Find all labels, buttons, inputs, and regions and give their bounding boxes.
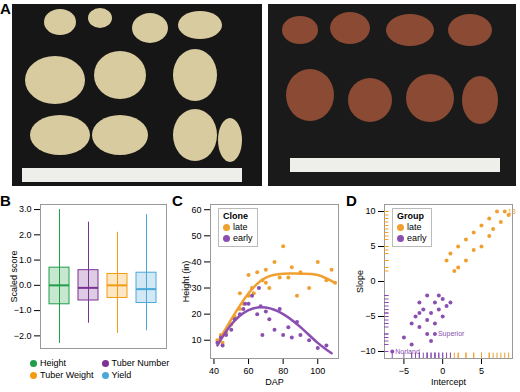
svg-text:−2.0: −2.0: [14, 331, 32, 341]
svg-text:Scaled score: Scaled score: [9, 250, 19, 302]
svg-text:Intercept: Intercept: [431, 377, 467, 387]
svg-text:5: 5: [370, 241, 375, 251]
html-text:Clone: Clone: [223, 211, 248, 221]
svg-text:10: 10: [365, 206, 375, 216]
svg-text:40: 40: [209, 366, 219, 376]
html-text:early: early: [233, 233, 253, 243]
svg-text:30: 30: [191, 283, 201, 293]
svg-text:Superior: Superior: [438, 330, 465, 338]
svg-text:Norland: Norland: [395, 348, 420, 355]
svg-text:−1.0: −1.0: [14, 305, 32, 315]
svg-text:−10: −10: [360, 346, 375, 356]
svg-text:5: 5: [479, 366, 484, 376]
svg-text:−5: −5: [399, 366, 409, 376]
svg-text:60: 60: [191, 205, 201, 215]
svg-text:60: 60: [244, 366, 254, 376]
svg-text:Slope: Slope: [355, 270, 365, 293]
svg-text:3.0: 3.0: [19, 204, 32, 214]
svg-text:40: 40: [191, 257, 201, 267]
svg-text:2.0: 2.0: [19, 230, 32, 240]
svg-text:0.0: 0.0: [19, 280, 32, 290]
html-text:Yield: Yield: [111, 370, 132, 380]
html-text:Tuber Number: Tuber Number: [111, 358, 170, 368]
svg-text:100: 100: [310, 366, 325, 376]
svg-text:80: 80: [278, 366, 288, 376]
html-text:A: A: [0, 0, 11, 17]
svg-text:1.0: 1.0: [19, 255, 32, 265]
html-text:Group: Group: [397, 211, 424, 221]
svg-text:20: 20: [191, 309, 201, 319]
svg-text:50: 50: [191, 231, 201, 241]
svg-text:Height (in): Height (in): [181, 261, 191, 303]
html-text:B: B: [0, 192, 11, 209]
svg-text:13: 13: [508, 208, 516, 215]
svg-text:10: 10: [191, 335, 201, 345]
html-text:C: C: [172, 192, 183, 209]
html-text:late: late: [233, 222, 248, 232]
svg-text:0: 0: [370, 276, 375, 286]
svg-text:0: 0: [440, 366, 445, 376]
html-text:Tuber Weight: Tuber Weight: [40, 370, 94, 380]
html-text:early: early: [407, 233, 427, 243]
html-text:Height: Height: [40, 358, 66, 368]
svg-text:DAP: DAP: [265, 377, 284, 387]
html-text:D: D: [346, 192, 357, 209]
html-text:late: late: [407, 222, 422, 232]
svg-text:−5: −5: [365, 311, 375, 321]
